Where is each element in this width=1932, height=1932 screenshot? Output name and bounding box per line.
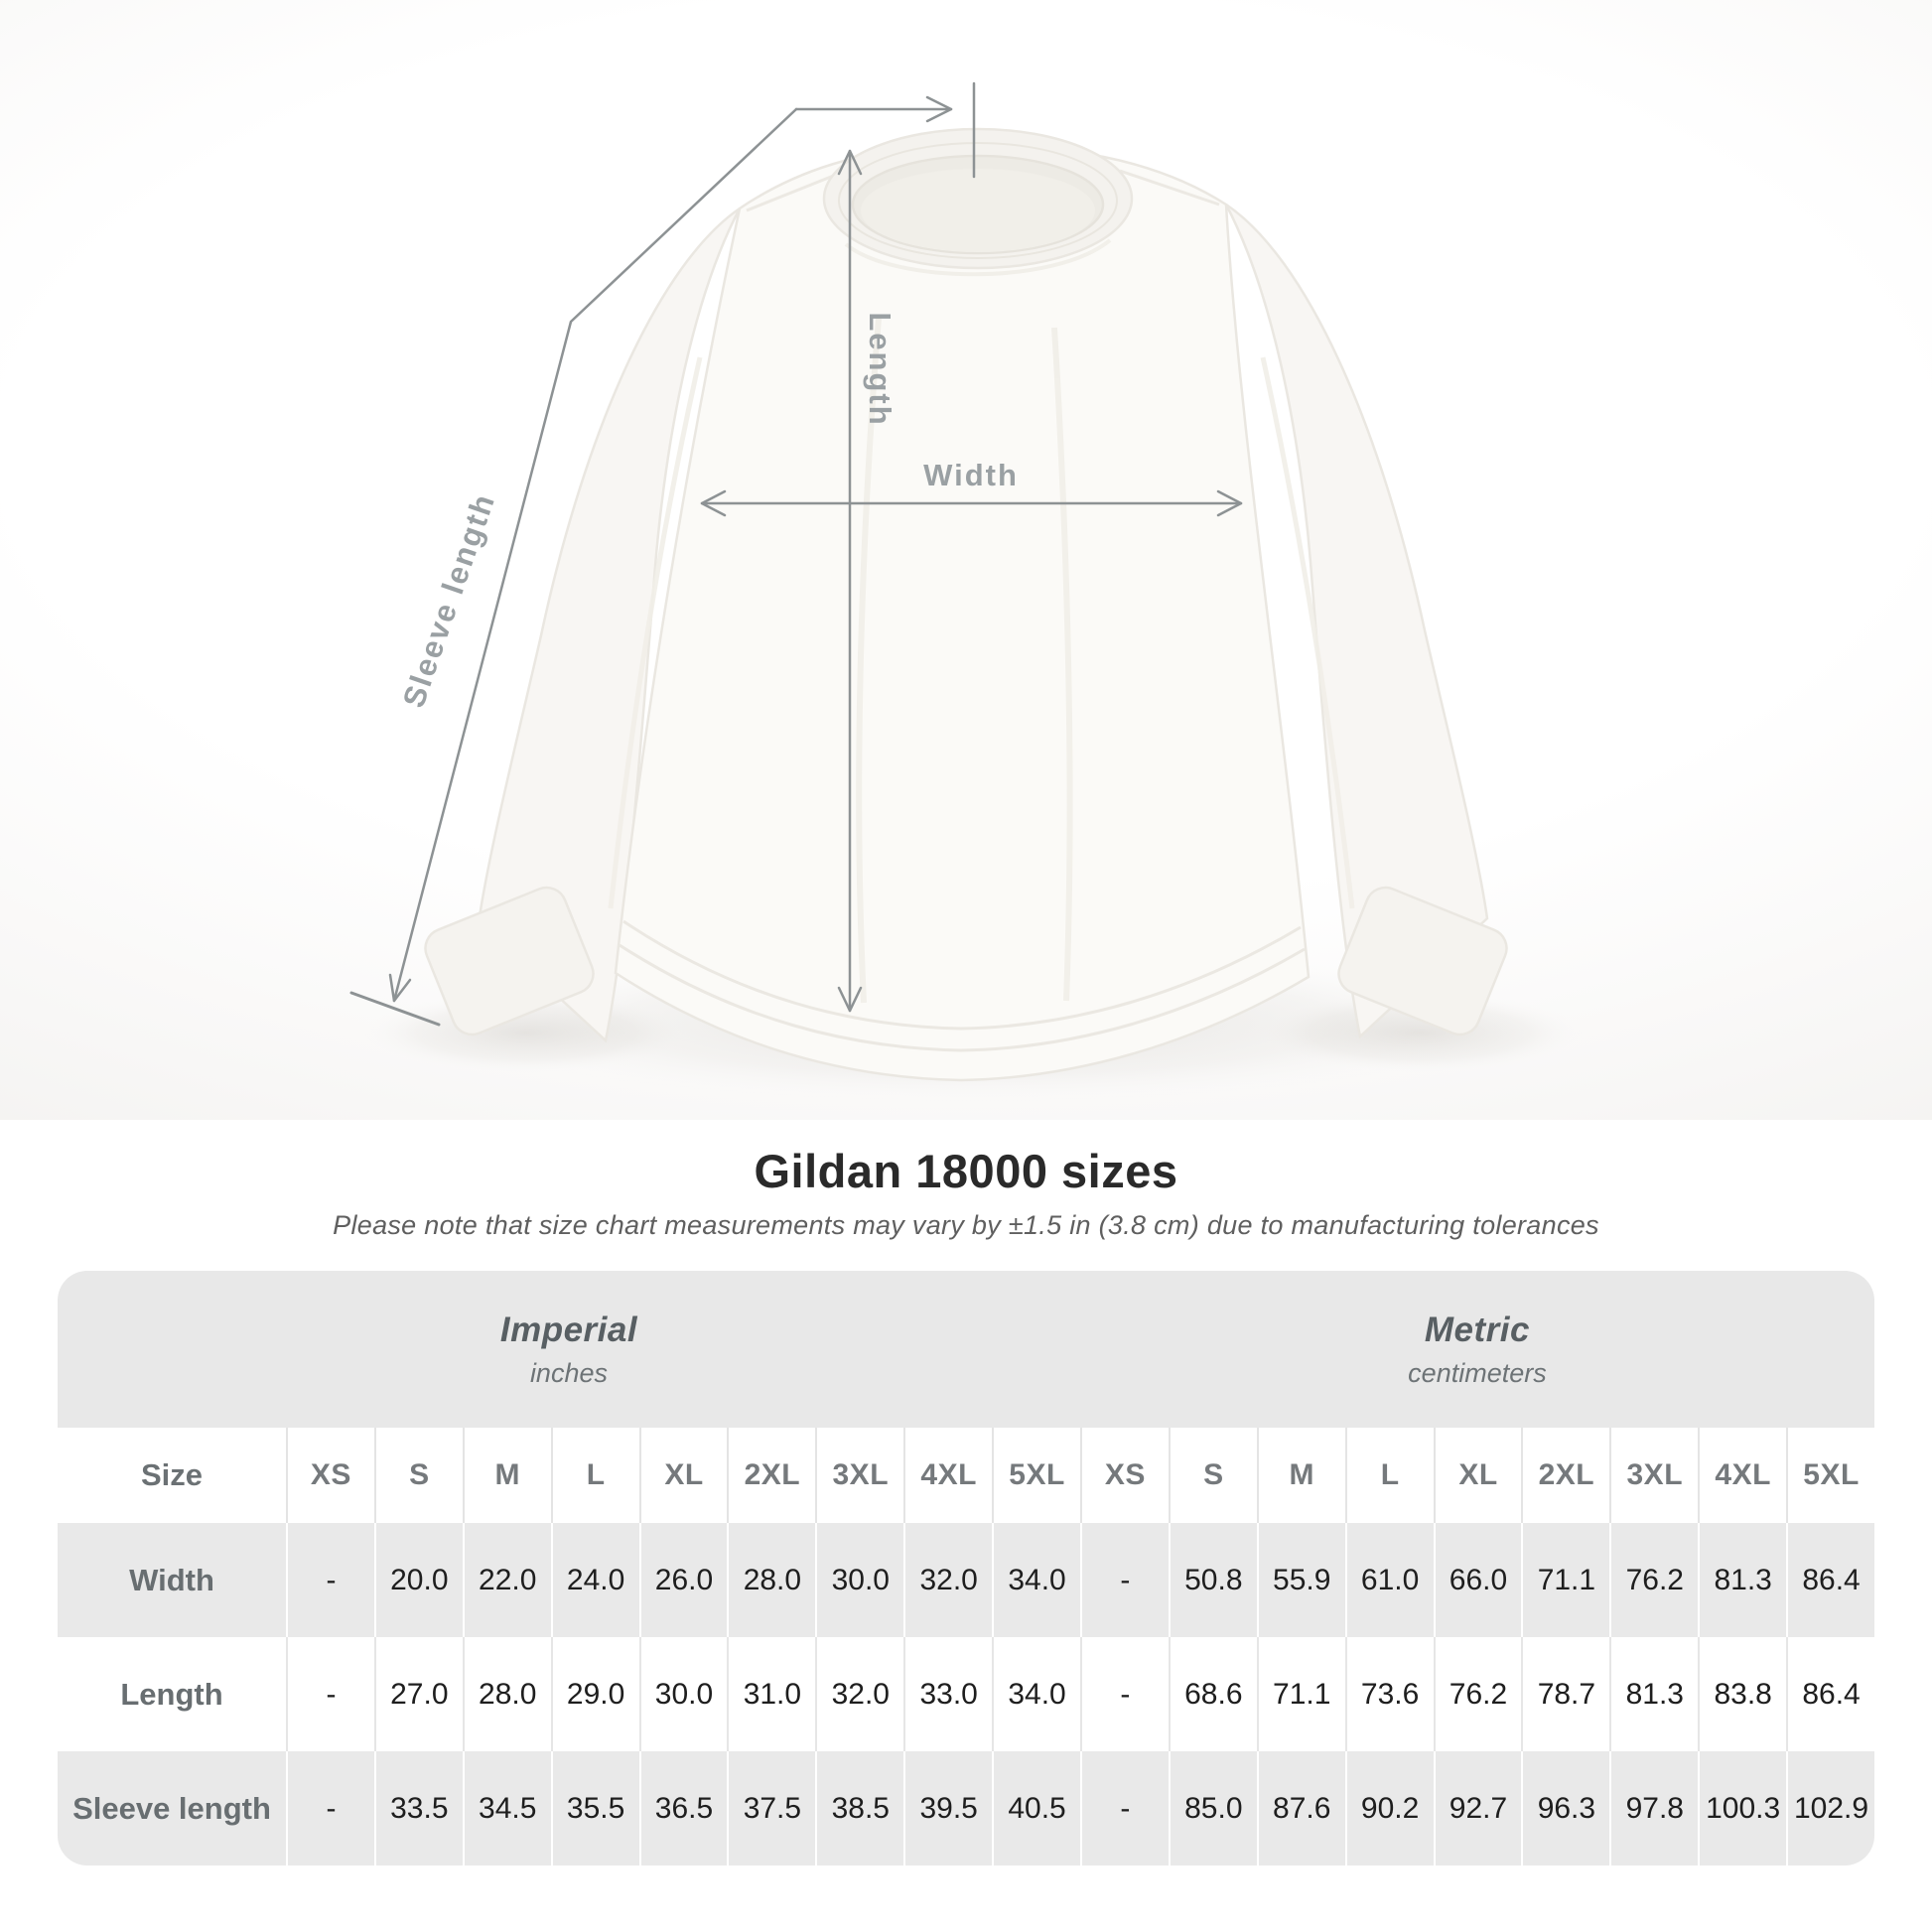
row-label: Length xyxy=(58,1637,286,1751)
measurement-cell: 36.5 xyxy=(640,1751,728,1865)
size-header-row: Size XS S M L XL 2XL 3XL 4XL 5XL XS S M L XL 2XL 3XL 4XL… xyxy=(58,1428,1874,1523)
measurement-cell: 97.8 xyxy=(1611,1751,1699,1865)
measurement-cell: - xyxy=(288,1523,374,1637)
size-table: Imperial inches Metric centimeters Size … xyxy=(58,1271,1874,1865)
sleeve-length-label: Sleeve length xyxy=(396,488,502,712)
measurement-cell: 34.0 xyxy=(994,1637,1080,1751)
size-col-header: XL xyxy=(640,1428,728,1523)
measurement-cell: 34.5 xyxy=(464,1751,551,1865)
measurement-cell: 24.0 xyxy=(552,1523,639,1637)
measurement-cell: 86.4 xyxy=(1788,1637,1874,1751)
size-col-header: 4XL xyxy=(1700,1428,1787,1523)
size-col-header: S xyxy=(375,1428,463,1523)
measurement-cell: 66.0 xyxy=(1435,1523,1522,1637)
measurement-cell: - xyxy=(1081,1637,1169,1751)
table-row-length: Length -27.0 28.0 29.0 30.0 31.0 32.0 33.0 34.0… xyxy=(58,1637,1874,1751)
measurement-cell: 20.0 xyxy=(375,1523,463,1637)
imperial-unit: inches xyxy=(529,1357,608,1388)
measurement-cell: 29.0 xyxy=(552,1637,639,1751)
measurement-cell: 73.6 xyxy=(1346,1637,1434,1751)
measurement-cell: 31.0 xyxy=(729,1637,816,1751)
measurement-cell: 50.8 xyxy=(1170,1523,1257,1637)
measurement-cell: 27.0 xyxy=(375,1637,463,1751)
size-col-header: S xyxy=(1170,1428,1257,1523)
measurement-cell: 78.7 xyxy=(1523,1637,1610,1751)
size-col-header: 5XL xyxy=(994,1428,1080,1523)
measurement-cell: 32.0 xyxy=(817,1637,904,1751)
measurement-cell: 39.5 xyxy=(905,1751,993,1865)
product-diagram-section: Length Width Sleeve length xyxy=(0,0,1932,1120)
measurement-cell: - xyxy=(288,1751,374,1865)
metric-unit: centimeters xyxy=(1408,1357,1547,1388)
measurement-cell: 100.3 xyxy=(1700,1751,1787,1865)
size-column-header: Size xyxy=(58,1428,286,1523)
measurement-cell: 71.1 xyxy=(1258,1637,1345,1751)
measurement-cell: 34.0 xyxy=(994,1523,1080,1637)
measurement-cell: 28.0 xyxy=(729,1523,816,1637)
size-col-header: XL xyxy=(1435,1428,1522,1523)
measurement-cell: 37.5 xyxy=(729,1751,816,1865)
size-col-header: 3XL xyxy=(1611,1428,1699,1523)
measurement-cell: 86.4 xyxy=(1788,1523,1874,1637)
measurement-cell: 87.6 xyxy=(1258,1751,1345,1865)
size-col-header: M xyxy=(1258,1428,1345,1523)
page-title: Gildan 18000 sizes xyxy=(754,1145,1178,1197)
measurement-cell: 40.5 xyxy=(994,1751,1080,1865)
measurement-cell: 61.0 xyxy=(1346,1523,1434,1637)
sweatshirt-illustration xyxy=(424,127,1508,1082)
measurement-cell: 30.0 xyxy=(817,1523,904,1637)
measurement-cell: 71.1 xyxy=(1523,1523,1610,1637)
measurement-cell: 22.0 xyxy=(464,1523,551,1637)
measurement-cell: - xyxy=(1081,1751,1169,1865)
row-label: Width xyxy=(58,1523,286,1637)
table-row-width: Width -20.0 22.0 24.0 26.0 28.0 30.0 32.0 34.0-… xyxy=(58,1523,1874,1637)
measurement-cell: 33.5 xyxy=(375,1751,463,1865)
measurement-cell: 81.3 xyxy=(1700,1523,1787,1637)
measurement-cell: 92.7 xyxy=(1435,1751,1522,1865)
unit-system-band: Imperial inches Metric centimeters xyxy=(58,1271,1874,1428)
imperial-title: Imperial xyxy=(499,1310,638,1349)
measurement-cell: 85.0 xyxy=(1170,1751,1257,1865)
measurement-cell: 26.0 xyxy=(640,1523,728,1637)
measurement-cell: 68.6 xyxy=(1170,1637,1257,1751)
size-col-header: L xyxy=(1346,1428,1434,1523)
tolerance-note: Please note that size chart measurements… xyxy=(333,1210,1599,1240)
size-col-header: XS xyxy=(288,1428,374,1523)
measurement-cell: - xyxy=(288,1637,374,1751)
measurement-cell: 28.0 xyxy=(464,1637,551,1751)
measurement-cell: 76.2 xyxy=(1435,1637,1522,1751)
measurement-cell: 81.3 xyxy=(1611,1637,1699,1751)
measurement-cell: 90.2 xyxy=(1346,1751,1434,1865)
size-col-header: 3XL xyxy=(817,1428,904,1523)
size-col-header: 5XL xyxy=(1788,1428,1874,1523)
measurement-cell: 32.0 xyxy=(905,1523,993,1637)
measurement-cell: 35.5 xyxy=(552,1751,639,1865)
size-col-header: XS xyxy=(1081,1428,1169,1523)
measurement-cell: 83.8 xyxy=(1700,1637,1787,1751)
measurement-cell: 96.3 xyxy=(1523,1751,1610,1865)
width-label: Width xyxy=(923,458,1019,492)
size-col-header: L xyxy=(552,1428,639,1523)
size-col-header: M xyxy=(464,1428,551,1523)
metric-header: Metric centimeters xyxy=(1080,1271,1874,1428)
metric-title: Metric xyxy=(1424,1310,1530,1349)
fabric-creases xyxy=(608,238,1355,1004)
size-col-header: 2XL xyxy=(729,1428,816,1523)
measurement-cell: 55.9 xyxy=(1258,1523,1345,1637)
measurement-cell: - xyxy=(1081,1523,1169,1637)
measurement-cell: 102.9 xyxy=(1788,1751,1874,1865)
measurement-cell: 30.0 xyxy=(640,1637,728,1751)
imperial-header: Imperial inches xyxy=(58,1271,1080,1428)
measurement-lines xyxy=(349,81,1243,1027)
size-col-header: 4XL xyxy=(905,1428,993,1523)
size-col-header: 2XL xyxy=(1523,1428,1610,1523)
sweatshirt-diagram: Length Width Sleeve length xyxy=(349,81,1588,1104)
row-label: Sleeve length xyxy=(58,1751,286,1865)
measurement-cell: 33.0 xyxy=(905,1637,993,1751)
table-row-sleeve-length: Sleeve length -33.5 34.5 35.5 36.5 37.5 38.5 3… xyxy=(58,1751,1874,1865)
measurement-cell: 38.5 xyxy=(817,1751,904,1865)
length-label: Length xyxy=(863,312,897,426)
measurement-cell: 76.2 xyxy=(1611,1523,1699,1637)
